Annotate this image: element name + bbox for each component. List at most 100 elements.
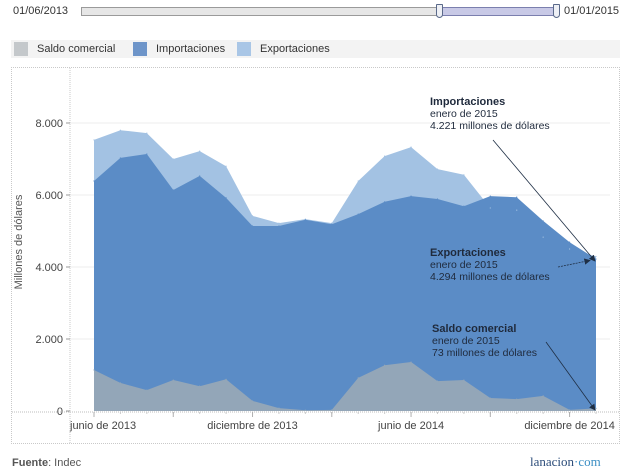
annotation-arrow bbox=[492, 139, 596, 262]
slider-end-date: 01/01/2015 bbox=[564, 5, 620, 17]
data-point bbox=[331, 223, 333, 225]
data-point bbox=[516, 196, 518, 198]
legend-item-importaciones[interactable]: Importaciones bbox=[133, 40, 225, 58]
annotation-value: 4.294 millones de dólares bbox=[430, 271, 550, 283]
legend-label: Saldo comercial bbox=[37, 43, 116, 55]
annotation-arrow bbox=[557, 258, 591, 268]
legend: Saldo comercial Importaciones Exportacio… bbox=[11, 40, 620, 58]
brand-name: lanacion bbox=[530, 454, 575, 469]
data-point bbox=[278, 222, 280, 224]
annotation-arrow bbox=[545, 341, 596, 411]
data-point bbox=[489, 195, 491, 197]
data-point bbox=[463, 205, 465, 207]
data-point bbox=[251, 400, 254, 402]
data-point bbox=[542, 236, 544, 238]
data-point bbox=[146, 153, 148, 155]
axes: 0 2.000 4.000 6.000 8.000 junio de 2013 diciem… bbox=[12, 68, 620, 443]
data-point bbox=[225, 378, 227, 380]
data-point bbox=[225, 197, 227, 199]
data-point bbox=[410, 146, 412, 148]
annotation-title: Exportaciones bbox=[430, 247, 506, 259]
data-point bbox=[436, 168, 439, 170]
data-point bbox=[93, 139, 95, 141]
legend-label: Importaciones bbox=[156, 43, 226, 55]
data-point bbox=[384, 364, 386, 366]
x-tick-label: junio de 2014 bbox=[377, 420, 444, 432]
data-point bbox=[199, 385, 201, 387]
data-point bbox=[331, 409, 333, 411]
slider-start-date: 01/06/2013 bbox=[13, 5, 69, 17]
data-point bbox=[542, 220, 544, 222]
data-point bbox=[542, 395, 544, 397]
legend-swatch-exportaciones bbox=[237, 42, 251, 56]
data-point bbox=[251, 225, 254, 227]
slider-left-handle[interactable] bbox=[436, 4, 444, 18]
data-point bbox=[516, 398, 518, 400]
x-tick-label: junio de 2013 bbox=[69, 420, 136, 432]
annotation-value: 73 millones de dólares bbox=[432, 347, 537, 359]
data-point bbox=[384, 201, 386, 203]
data-point bbox=[146, 389, 148, 391]
data-point bbox=[410, 361, 412, 363]
data-point bbox=[172, 379, 174, 381]
data-point bbox=[595, 255, 597, 258]
y-tick-label: 0 bbox=[57, 406, 63, 418]
series-areas bbox=[93, 129, 597, 411]
y-tick-label: 8.000 bbox=[35, 118, 63, 130]
data-point bbox=[410, 195, 412, 197]
source-value: : Indec bbox=[48, 457, 82, 469]
x-tick-label: diciembre de 2014 bbox=[524, 420, 615, 432]
data-point bbox=[357, 377, 359, 379]
y-axis-label: Millones de dólares bbox=[13, 194, 25, 289]
legend-swatch-saldo bbox=[14, 42, 28, 56]
data-point bbox=[199, 175, 201, 177]
annotation-value: 4.221 millones de dólares bbox=[430, 120, 550, 132]
brand-logo[interactable]: lanacion·com bbox=[530, 454, 601, 470]
data-point bbox=[119, 129, 122, 131]
data-point bbox=[568, 248, 571, 250]
data-point bbox=[463, 379, 465, 381]
data-point bbox=[595, 407, 597, 409]
data-point bbox=[568, 409, 571, 411]
data-point bbox=[172, 158, 174, 160]
legend-label: Exportaciones bbox=[260, 43, 330, 55]
data-point bbox=[119, 382, 122, 384]
legend-item-saldo[interactable]: Saldo comercial bbox=[14, 40, 115, 58]
area-importaciones bbox=[94, 154, 596, 411]
data-point bbox=[357, 213, 359, 215]
chart-frame bbox=[11, 67, 620, 444]
date-range-slider: 01/06/2013 01/01/2015 bbox=[0, 0, 635, 26]
annotation-title: Importaciones bbox=[430, 96, 505, 108]
legend-item-exportaciones[interactable]: Exportaciones bbox=[237, 40, 330, 58]
data-point bbox=[304, 409, 306, 411]
data-point bbox=[463, 174, 465, 176]
source-note: Fuente: Indec bbox=[12, 457, 81, 469]
data-point bbox=[278, 225, 280, 227]
data-point bbox=[357, 180, 359, 182]
data-point bbox=[146, 132, 148, 134]
data-point bbox=[278, 407, 280, 409]
annotation-title: Saldo comercial bbox=[432, 323, 516, 335]
slider-right-handle[interactable] bbox=[553, 4, 560, 18]
data-point bbox=[119, 157, 122, 159]
data-point bbox=[595, 258, 597, 260]
y-tick-label: 6.000 bbox=[35, 190, 63, 202]
data-point bbox=[436, 380, 439, 382]
data-point bbox=[93, 180, 95, 182]
data-point bbox=[172, 189, 174, 191]
x-tick-label: diciembre de 2013 bbox=[207, 420, 298, 432]
data-point bbox=[251, 215, 254, 217]
data-point bbox=[199, 150, 201, 152]
data-point bbox=[225, 165, 227, 167]
data-point bbox=[489, 397, 491, 399]
data-point bbox=[436, 198, 439, 200]
y-tick-label: 2.000 bbox=[35, 334, 63, 346]
annotation-date: enero de 2015 bbox=[430, 108, 498, 120]
data-point bbox=[93, 369, 95, 371]
legend-swatch-importaciones bbox=[133, 42, 147, 56]
y-tick-label: 4.000 bbox=[35, 262, 63, 274]
data-point bbox=[568, 241, 571, 243]
annotation-date: enero de 2015 bbox=[432, 335, 500, 347]
